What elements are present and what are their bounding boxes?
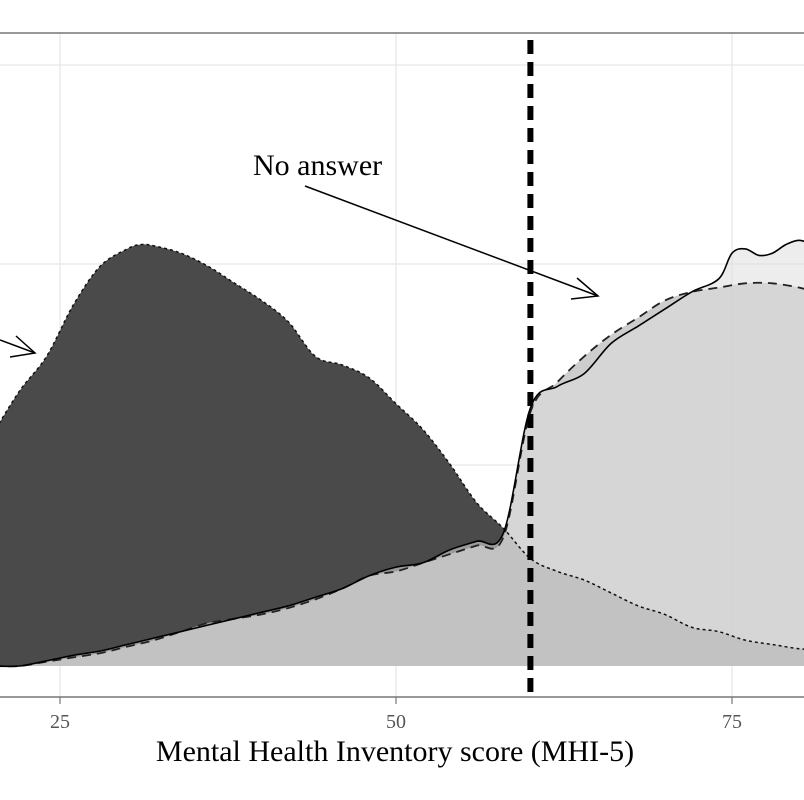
annotation-arrow-0 [304, 185, 599, 297]
left-arrow-line [0, 339, 36, 354]
density-outline-3 [0, 239, 804, 668]
x-axis-title: Mental Health Inventory score (MHI-5) [156, 735, 634, 768]
left-arrowhead [9, 335, 37, 358]
density-area-3 [0, 240, 804, 667]
annotation-label-0: No answer [253, 149, 382, 182]
x-axis-ticks: 25 50 75 [50, 697, 742, 733]
annotations: No answer [0, 149, 600, 358]
annotation-arrowhead-0 [570, 277, 600, 300]
density-area-1 [0, 244, 804, 666]
x-tick-label-2: 75 [722, 711, 742, 733]
x-tick-label-1: 50 [386, 711, 406, 733]
x-tick-label-0: 25 [50, 711, 70, 733]
overlay [0, 40, 804, 697]
density-areas [0, 240, 804, 667]
